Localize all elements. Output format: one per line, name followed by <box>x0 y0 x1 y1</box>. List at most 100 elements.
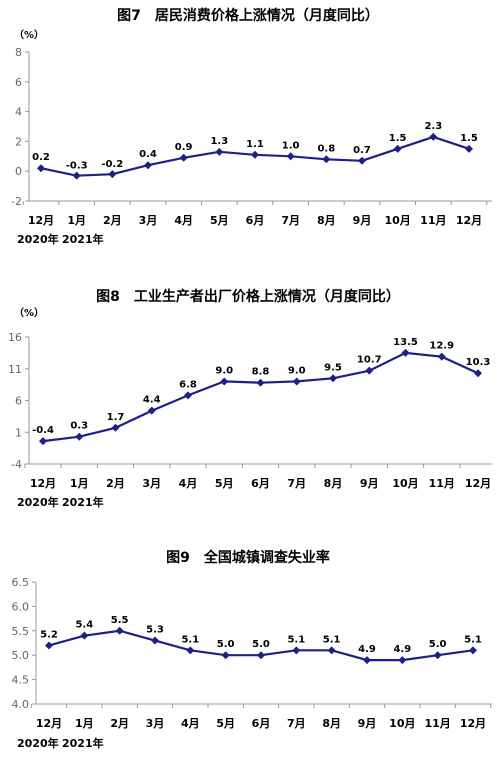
data-point-marker <box>393 144 402 153</box>
data-label: 5.4 <box>75 620 93 631</box>
data-point-marker <box>111 423 120 432</box>
data-label: -0.2 <box>101 159 123 170</box>
data-label: 1.1 <box>246 139 264 150</box>
data-label: 5.1 <box>181 634 199 645</box>
data-point-marker <box>433 651 442 660</box>
data-label: 1.3 <box>210 136 228 147</box>
y-unit-label: （%） <box>14 28 44 41</box>
data-label: 0.8 <box>317 143 335 154</box>
x-tick-label: 2月 <box>106 477 125 490</box>
y-tick-label: 11 <box>8 363 22 376</box>
year-label: 2020年 <box>17 232 59 246</box>
data-point-marker <box>147 406 156 415</box>
year-label: 2021年 <box>62 232 104 246</box>
data-label: 2.3 <box>424 121 442 132</box>
x-tick-label: 4月 <box>179 477 198 490</box>
x-tick-label: 7月 <box>281 214 300 227</box>
x-tick-label: 1月 <box>75 717 94 730</box>
data-point-marker <box>221 651 230 660</box>
data-point-marker <box>292 646 301 655</box>
data-label: 0.2 <box>32 152 50 163</box>
x-tick-label: 8月 <box>324 477 343 490</box>
y-tick-label: 6 <box>15 76 22 89</box>
data-point-marker <box>72 171 81 180</box>
chart-title: 图9 全国城镇调查失业率 <box>166 549 330 566</box>
data-label: 1.5 <box>460 133 478 144</box>
data-point-marker <box>75 432 84 441</box>
data-label: 12.9 <box>429 341 454 352</box>
data-label: 0.4 <box>139 149 157 160</box>
data-point-marker <box>358 156 366 165</box>
data-point-marker <box>151 636 159 645</box>
data-point-marker <box>286 152 295 161</box>
data-label: 13.5 <box>393 337 418 348</box>
data-label: 10.7 <box>357 355 382 366</box>
data-point-marker <box>401 348 410 357</box>
x-tick-label: 7月 <box>287 717 306 730</box>
x-tick-label: 6月 <box>252 717 271 730</box>
chart-title: 图8 工业生产者出厂价格上涨情况（月度同比） <box>96 288 400 305</box>
x-tick-label: 12月 <box>465 477 491 490</box>
data-point-marker <box>220 377 229 386</box>
x-tick-label: 9月 <box>358 717 377 730</box>
data-point-marker <box>465 144 473 153</box>
y-tick-label: 4.0 <box>12 698 30 711</box>
x-tick-label: 11月 <box>425 717 451 730</box>
data-label: 9.0 <box>215 365 233 376</box>
data-label: -0.3 <box>66 161 88 172</box>
x-tick-label: 5月 <box>216 717 235 730</box>
data-label: 5.3 <box>146 625 164 636</box>
data-point-marker <box>184 391 192 400</box>
data-label: 9.5 <box>324 362 342 373</box>
data-label: 5.1 <box>287 634 305 645</box>
data-point-marker <box>144 161 152 170</box>
y-tick-label: 6 <box>15 395 22 408</box>
x-tick-label: 3月 <box>142 477 161 490</box>
data-label: 4.4 <box>143 395 161 406</box>
data-point-marker <box>322 155 331 164</box>
x-tick-label: 4月 <box>174 214 193 227</box>
data-point-marker <box>469 646 477 655</box>
x-tick-label: 10月 <box>392 477 418 490</box>
data-point-marker <box>115 626 124 635</box>
x-tick-label: 12月 <box>28 214 54 227</box>
y-tick-label: 8 <box>15 46 22 59</box>
data-label: 5.2 <box>40 629 58 640</box>
x-tick-label: 12月 <box>460 717 486 730</box>
data-point-marker <box>329 374 337 383</box>
x-tick-label: 1月 <box>70 477 89 490</box>
data-label: 0.9 <box>175 142 193 153</box>
x-tick-label: 10月 <box>385 214 411 227</box>
x-tick-label: 3月 <box>146 717 165 730</box>
x-tick-label: 8月 <box>317 214 336 227</box>
data-label: 5.1 <box>323 634 341 645</box>
data-label: 1.5 <box>389 133 407 144</box>
data-point-marker <box>186 646 195 655</box>
x-tick-label: 2月 <box>110 717 129 730</box>
data-point-marker <box>429 132 438 141</box>
data-point-marker <box>251 150 259 159</box>
data-label: 5.5 <box>111 615 129 626</box>
data-point-marker <box>179 153 188 162</box>
x-tick-label: 5月 <box>215 477 234 490</box>
x-tick-label: 4月 <box>181 717 200 730</box>
data-label: 5.0 <box>217 639 235 650</box>
data-point-marker <box>80 631 89 640</box>
y-unit-label: （%） <box>14 306 44 319</box>
x-tick-label: 3月 <box>139 214 158 227</box>
y-tick-label: 6.5 <box>12 576 30 589</box>
x-tick-label: 2月 <box>103 214 122 227</box>
x-tick-label: 7月 <box>287 477 306 490</box>
data-point-marker <box>256 378 265 387</box>
data-point-marker <box>363 656 371 665</box>
data-point-marker <box>437 352 446 361</box>
year-label: 2021年 <box>62 495 104 509</box>
data-point-marker <box>45 641 53 650</box>
data-label: 5.0 <box>252 639 270 650</box>
data-point-marker <box>474 369 482 378</box>
year-label: 2021年 <box>62 736 104 750</box>
data-point-marker <box>292 377 301 386</box>
x-tick-label: 9月 <box>353 214 372 227</box>
data-point-marker <box>398 656 407 665</box>
y-tick-label: 4.5 <box>12 674 30 687</box>
